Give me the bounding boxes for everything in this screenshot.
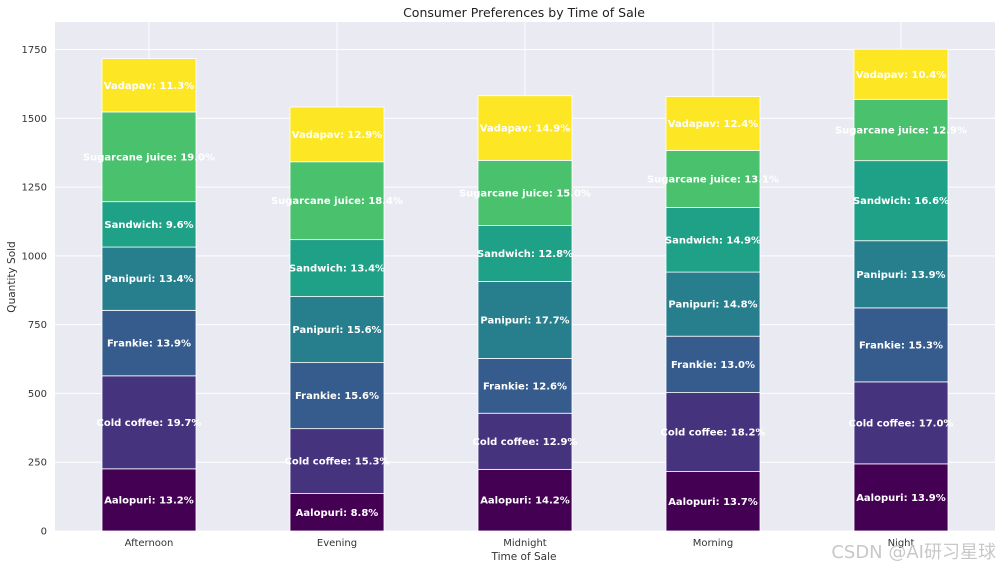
segment-labels: Aalopuri: 13.2% Cold coffee: 19.7% Frankie… — [83, 70, 967, 519]
bar-segment — [289, 106, 385, 163]
bar-segment — [477, 468, 573, 532]
bar-segment — [101, 375, 197, 470]
y-tick-label: 0 — [41, 527, 47, 538]
y-tick-label: 250 — [28, 458, 47, 469]
segment-data-label: Sugarcane juice: 18.4% — [271, 196, 403, 207]
segment-data-label: Vadapav: 12.4% — [668, 119, 758, 130]
y-tick-label: 750 — [28, 320, 47, 331]
segment-data-label: Vadapav: 12.9% — [292, 130, 382, 141]
segment-data-label: Vadapav: 11.3% — [104, 81, 194, 92]
segment-data-label: Aalopuri: 13.9% — [856, 493, 946, 504]
bar-segment — [665, 471, 761, 532]
segment-data-label: Frankie: 15.3% — [859, 340, 943, 351]
x-axis-label: Time of Sale — [491, 551, 557, 563]
bar-segment — [665, 392, 761, 472]
bar-segment — [477, 159, 573, 226]
x-tick-label: Evening — [317, 538, 357, 549]
x-tick-label: Afternoon — [125, 538, 174, 549]
bar-segment — [289, 428, 385, 494]
y-tick-label: 1000 — [22, 251, 47, 262]
segment-data-label: Cold coffee: 19.7% — [97, 418, 202, 429]
segment-data-label: Sandwich: 16.6% — [853, 196, 949, 207]
y-tick-label: 500 — [28, 389, 47, 400]
bar-segment — [665, 271, 761, 337]
bar-segment — [289, 296, 385, 364]
bar-segment — [853, 240, 949, 309]
x-tick-label: Night — [888, 538, 915, 549]
segment-data-label: Panipuri: 14.8% — [668, 300, 757, 311]
y-tick-label: 1250 — [22, 183, 47, 194]
bar-segment — [289, 362, 385, 430]
segment-data-label: Cold coffee: 15.3% — [285, 457, 390, 468]
bar-segment — [477, 412, 573, 470]
segment-data-label: Cold coffee: 18.2% — [661, 428, 766, 439]
bar-segment — [477, 95, 573, 161]
bar-segment — [101, 111, 197, 203]
segment-data-label: Aalopuri: 13.7% — [668, 497, 758, 508]
segment-data-label: Sugarcane juice: 19.0% — [83, 152, 215, 163]
bar-segment — [101, 58, 197, 113]
y-tick-label: 1750 — [22, 45, 47, 56]
y-tick-label: 1500 — [22, 114, 47, 125]
bar-segment — [853, 307, 949, 383]
bar-segment — [101, 309, 197, 377]
segment-data-label: Vadapav: 10.4% — [856, 70, 946, 81]
x-tick-label: Midnight — [503, 538, 547, 549]
axis-ticks: 0 250 500 750 1000 1250 1500 1750 Afternoon Eveni… — [22, 45, 915, 549]
segment-data-label: Panipuri: 17.7% — [480, 315, 569, 326]
segment-data-label: Frankie: 12.6% — [483, 381, 567, 392]
segment-data-label: Cold coffee: 17.0% — [849, 418, 954, 429]
x-tick-label: Morning — [693, 538, 733, 549]
bar-segment — [477, 225, 573, 282]
segment-data-label: Panipuri: 13.9% — [856, 270, 945, 281]
segment-data-label: Vadapav: 14.9% — [480, 124, 570, 135]
segment-data-label: Sandwich: 9.6% — [104, 220, 193, 231]
segment-data-label: Sandwich: 13.4% — [289, 264, 385, 275]
segment-data-label: Aalopuri: 8.8% — [296, 508, 379, 519]
bar-segment — [665, 207, 761, 273]
bar-segment — [853, 381, 949, 465]
bar-segment — [853, 463, 949, 532]
segment-data-label: Frankie: 13.9% — [107, 339, 191, 350]
segment-data-label: Sandwich: 12.8% — [477, 249, 573, 260]
segment-data-label: Panipuri: 15.6% — [292, 325, 381, 336]
bar-segment — [289, 493, 385, 532]
bar-segment — [853, 48, 949, 100]
bar-segment — [101, 201, 197, 248]
bar-segment — [289, 161, 385, 241]
bar-segment — [477, 281, 573, 359]
watermark: CSDN @AI研习星球 — [831, 542, 996, 563]
segment-data-label: Aalopuri: 14.2% — [480, 496, 570, 507]
bar-segment — [853, 98, 949, 162]
bars — [101, 48, 949, 532]
chart-title: Consumer Preferences by Time of Sale — [403, 5, 645, 20]
segment-data-label: Sugarcane juice: 13.1% — [647, 174, 779, 185]
segment-data-label: Sugarcane juice: 15.0% — [459, 188, 591, 199]
bar-segment — [101, 468, 197, 532]
segment-data-label: Panipuri: 13.4% — [104, 274, 193, 285]
bar-segment — [289, 239, 385, 297]
segment-data-label: Aalopuri: 13.2% — [104, 495, 194, 506]
bar-segment — [477, 358, 573, 414]
y-axis-label: Quantity Sold — [6, 241, 18, 312]
bar-segment — [665, 96, 761, 151]
segment-data-label: Sugarcane juice: 12.9% — [835, 125, 967, 136]
segment-data-label: Frankie: 13.0% — [671, 360, 755, 371]
segment-data-label: Cold coffee: 12.9% — [473, 437, 578, 448]
segment-data-label: Frankie: 15.6% — [295, 391, 379, 402]
segment-data-label: Sandwich: 14.9% — [665, 235, 761, 246]
bar-segment — [101, 246, 197, 311]
